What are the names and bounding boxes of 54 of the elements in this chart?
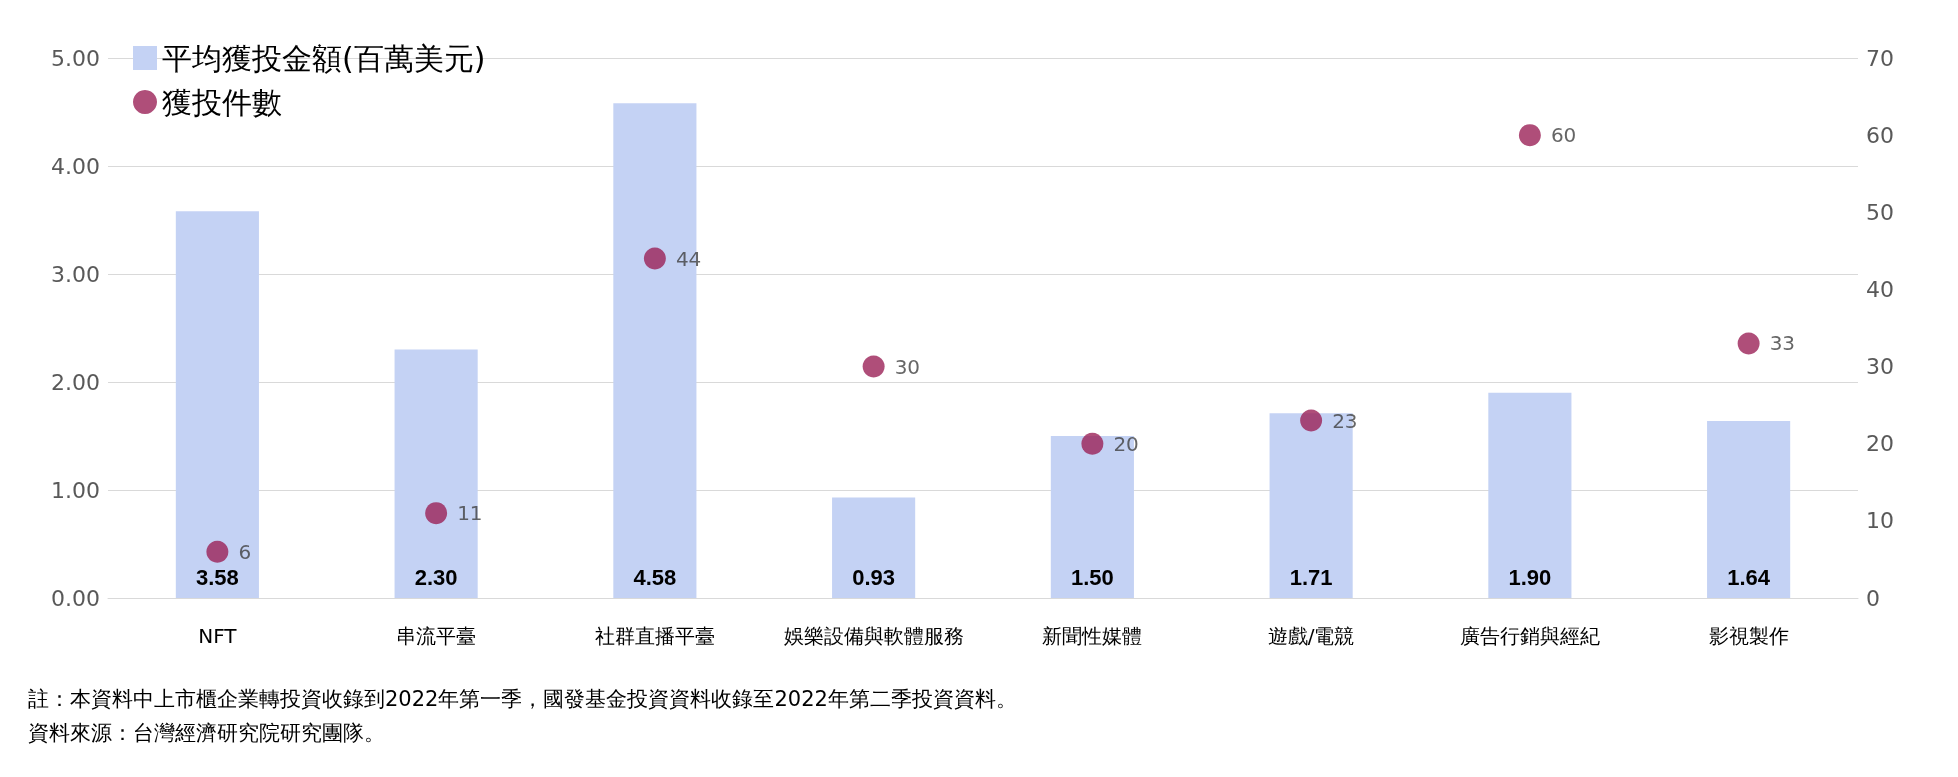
data-label: 11 [457,501,483,526]
x-tick-label: 新聞性媒體 [1042,624,1143,648]
x-tick-label: 遊戲/電競 [1267,624,1355,648]
data-label: 2.30 [414,564,458,590]
legend-label: 獲投件數 [162,84,282,120]
y-tick-label: 4.00 [51,153,100,179]
legend-label: 平均獲投金額(百萬美元) [162,40,486,76]
data-label: 30 [894,354,921,379]
y2-tick-label: 10 [1866,508,1894,534]
data-label: 4.58 [633,564,677,590]
data-label: 1.64 [1727,564,1771,590]
y2-tick-label: 40 [1866,276,1894,302]
data-label: 1.50 [1070,564,1114,590]
point [206,540,229,563]
point [1300,409,1323,432]
data-label: 1.90 [1508,564,1552,590]
x-tick-label: 社群直播平臺 [594,624,715,648]
data-label: 23 [1332,408,1358,433]
data-label: 20 [1113,431,1139,456]
x-tick-label: 影視製作 [1708,624,1789,648]
point [643,247,666,270]
y2-tick-label: 70 [1866,45,1894,71]
y2-tick-label: 30 [1866,354,1894,380]
y2-tick-label: 20 [1866,431,1894,457]
data-label: 44 [675,246,702,271]
bar [1707,420,1791,598]
data-label: 33 [1769,331,1796,356]
y-tick-label: 5.00 [51,45,100,71]
data-label: 6 [238,539,252,564]
point [1737,332,1760,355]
bar [832,497,916,598]
source-note: 資料來源：台灣經濟研究院研究團隊。 [28,720,385,745]
y2-tick-label: 60 [1866,122,1894,148]
point [1518,124,1541,147]
bar [1488,392,1572,598]
data-label: 3.58 [195,564,239,590]
x-tick-label: NFT [198,624,238,648]
text: 註：本資料中上市櫃企業轉投資收錄到2022年第一季，國發基金投資資料收錄至2022年第二季投資資料。 [28,686,1017,711]
y2-tick-label: 50 [1866,199,1894,225]
data-label: 60 [1550,123,1577,148]
y-tick-label: 1.00 [51,477,100,503]
y-tick-label: 2.00 [51,369,100,395]
x-tick-label: 娛樂設備與軟體服務 [783,624,964,648]
point [1081,432,1104,455]
x-tick-label: 廣告行銷與經紀 [1459,624,1600,648]
bar [175,211,259,598]
data-label: 0.93 [852,564,896,590]
data-label: 1.71 [1289,564,1333,590]
y-tick-label: 0.00 [51,585,100,611]
y-tick-label: 3.00 [51,261,100,287]
point [425,502,448,525]
x-tick-label: 串流平臺 [396,624,477,648]
y2-tick-label: 0 [1866,585,1880,611]
point [862,355,885,378]
